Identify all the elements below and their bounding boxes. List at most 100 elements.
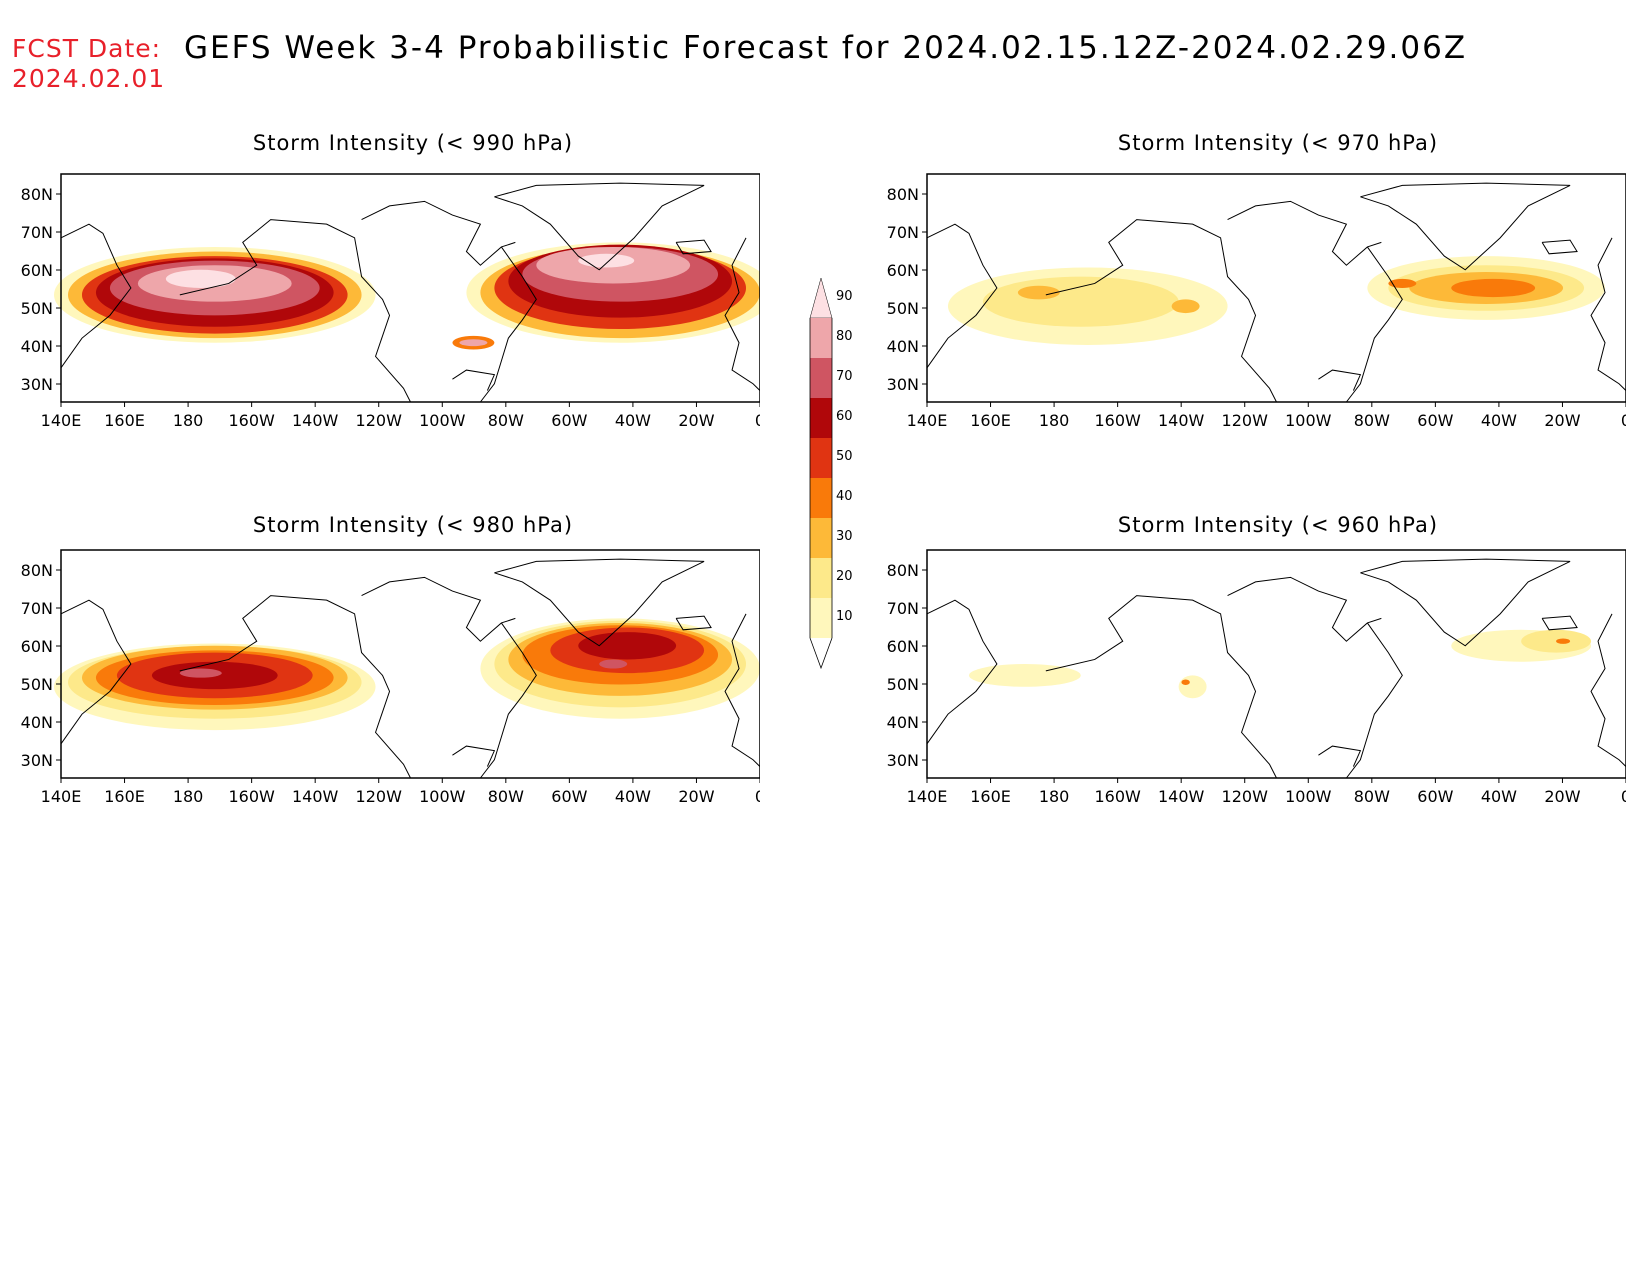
probability-contour [1451, 278, 1536, 298]
colorbar-swatch [809, 277, 833, 319]
map-panel-980: 80N 70N 60N 50N 40N 30N 140E 160E 180 160W 140W 120… [21, 549, 760, 806]
lat-tick-label: 30N [21, 375, 53, 394]
colorbar-label: 10 [836, 609, 853, 624]
coastline [724, 237, 760, 391]
coastline [1346, 246, 1403, 403]
coastline [724, 613, 760, 767]
lat-tick-label: 50N [21, 675, 53, 694]
lon-tick-label: 180 [1039, 411, 1070, 430]
colorbar-swatch [810, 518, 832, 558]
lon-tick-label: 20W [678, 411, 714, 430]
lat-tick-label: 70N [21, 599, 53, 618]
coastline [1045, 219, 1277, 403]
coastlines [60, 182, 760, 403]
coastline [480, 622, 537, 779]
map-frame [926, 549, 1626, 779]
lon-tick-label: 20W [1544, 787, 1580, 806]
lon-tick-label: 180 [173, 787, 204, 806]
lat-tick-label: 80N [887, 561, 919, 580]
coastline [494, 182, 705, 271]
coastline [675, 239, 712, 255]
colorbar-swatch [810, 398, 832, 438]
panel-title-970: Storm Intensity (< 970 hPa) [1117, 131, 1439, 155]
coastline [179, 219, 411, 403]
lat-tick-label: 70N [21, 223, 53, 242]
colorbar-label: 60 [836, 409, 853, 424]
probability-contour [1388, 278, 1417, 288]
coastline [1318, 745, 1362, 767]
coastline [926, 599, 998, 745]
coastline [179, 595, 411, 779]
colorbar-end [809, 637, 833, 670]
lon-tick-label: 140E [41, 411, 82, 430]
probability-contour [982, 276, 1179, 327]
lat-tick-label: 80N [887, 185, 919, 204]
lon-tick-label: 160W [228, 787, 275, 806]
lon-tick-label: 100W [1285, 411, 1332, 430]
coastline [1045, 595, 1277, 779]
lon-tick-label: 160E [970, 411, 1011, 430]
lon-tick-label: 60W [551, 787, 587, 806]
lon-tick-label: 160E [104, 787, 145, 806]
lon-tick-label: 40W [1481, 411, 1517, 430]
probability-field [54, 242, 760, 350]
map-panel-990: 80N 70N 60N 50N 40N 30N 140E 160E 180 160W 140W 120… [21, 173, 760, 430]
lon-tick-label: 120W [1222, 787, 1269, 806]
coastlines [926, 558, 1626, 779]
coastline [60, 599, 132, 745]
map-frame [60, 173, 760, 403]
coastline [1227, 200, 1382, 266]
coastline [480, 246, 537, 403]
lon-tick-label: 20W [1544, 411, 1580, 430]
lat-tick-label: 80N [21, 185, 53, 204]
lat-tick-label: 30N [21, 751, 53, 770]
probability-contour [1171, 299, 1200, 314]
probability-contour [1181, 679, 1190, 685]
lon-tick-label: 40W [615, 411, 651, 430]
colorbar-swatch [810, 438, 832, 478]
panel-title-960: Storm Intensity (< 960 hPa) [1117, 513, 1439, 537]
lon-tick-label: 160E [970, 787, 1011, 806]
probability-contour [459, 339, 488, 347]
coastline [1541, 239, 1578, 255]
lat-tick-label: 40N [21, 713, 53, 732]
colorbar-swatch [810, 318, 832, 358]
lon-tick-label: 40W [1481, 787, 1517, 806]
coastline [1541, 615, 1578, 631]
lon-tick-label: 80W [1354, 787, 1390, 806]
lon-tick-label: 160W [1094, 787, 1141, 806]
colorbar-label: 40 [836, 489, 853, 504]
coastline [1346, 622, 1403, 779]
lon-tick-label: 140E [907, 787, 948, 806]
probability-field [968, 629, 1592, 699]
probability-contour [599, 659, 628, 669]
probability-contour [578, 632, 677, 660]
lon-tick-label: 120W [1222, 411, 1269, 430]
lon-tick-label: 100W [419, 787, 466, 806]
coastline [452, 369, 496, 391]
colorbar-swatch [810, 478, 832, 518]
colorbar-label: 70 [836, 369, 853, 384]
lon-tick-label: 0 [1621, 787, 1626, 806]
lon-tick-label: 140W [1158, 411, 1205, 430]
probability-contour [165, 269, 236, 288]
lat-tick-label: 80N [21, 561, 53, 580]
panel-title-990: Storm Intensity (< 990 hPa) [252, 131, 574, 155]
lat-tick-label: 70N [887, 223, 919, 242]
coastline [452, 745, 496, 767]
map-frame [60, 549, 760, 779]
coastline [361, 200, 516, 266]
coastline [1590, 613, 1626, 767]
fcst-date-label: FCST Date: 2024.02.01 [12, 34, 165, 94]
lon-tick-label: 20W [678, 787, 714, 806]
probability-contour [1556, 638, 1571, 644]
lon-tick-label: 120W [356, 787, 403, 806]
lat-tick-label: 30N [887, 375, 919, 394]
lon-tick-label: 0 [755, 787, 760, 806]
lon-tick-label: 80W [488, 787, 524, 806]
coastline [60, 223, 132, 369]
lat-tick-label: 60N [887, 261, 919, 280]
lat-tick-label: 50N [887, 299, 919, 318]
colorbar-label: 30 [836, 529, 853, 544]
coastline [675, 615, 712, 631]
